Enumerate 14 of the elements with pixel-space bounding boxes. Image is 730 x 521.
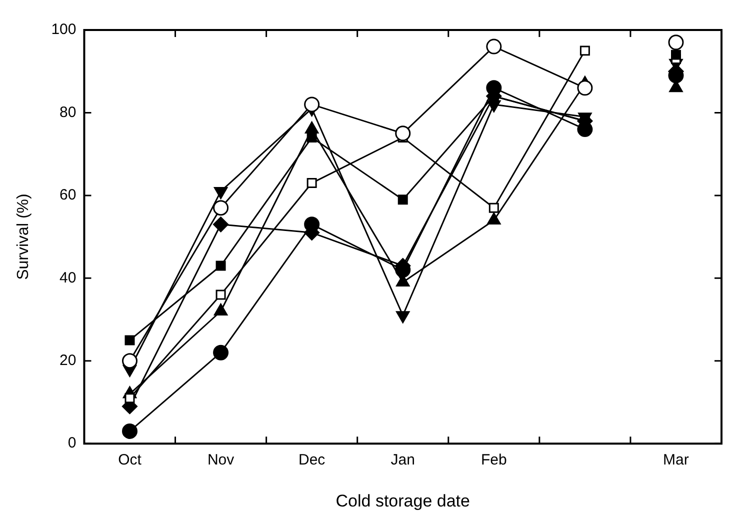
x-tick-label: Dec <box>298 452 326 469</box>
x-tick-label: Mar <box>663 452 689 469</box>
y-tick-label: 80 <box>60 104 76 121</box>
x-tick-label: Feb <box>480 452 507 469</box>
x-tick-label: Nov <box>207 452 235 469</box>
x-axis-title: Cold storage date <box>336 491 470 510</box>
x-tick-label: Jan <box>390 452 415 469</box>
x-tick-label: Oct <box>118 452 142 469</box>
y-axis-title: Survival (%) <box>15 194 32 280</box>
y-tick-label: 0 <box>68 434 76 452</box>
y-tick-label: 40 <box>60 269 76 286</box>
y-tick-label: 60 <box>60 186 76 204</box>
y-tick-label: 20 <box>60 352 76 370</box>
y-tick-label: 100 <box>51 21 76 38</box>
